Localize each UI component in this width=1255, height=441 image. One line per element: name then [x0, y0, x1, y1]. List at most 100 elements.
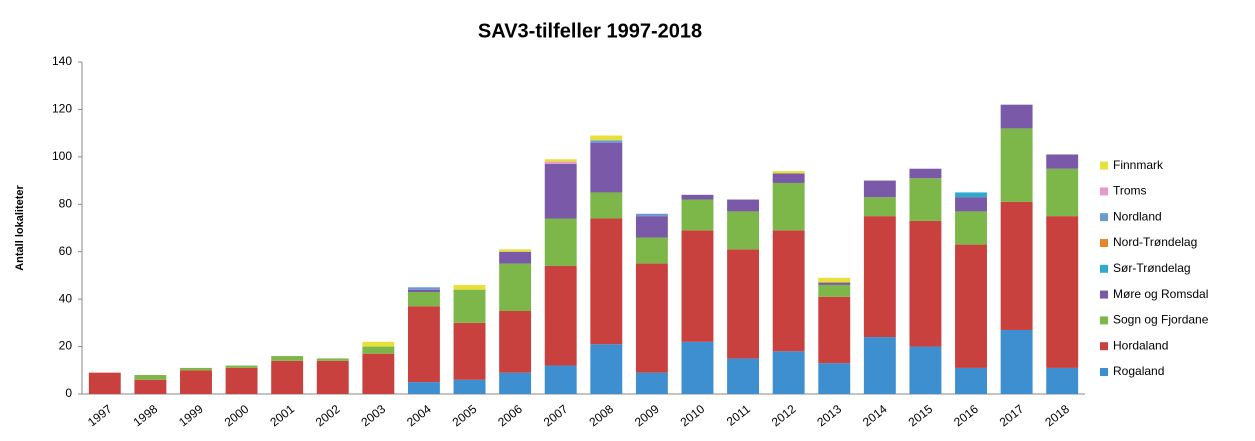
y-tick-label: 0: [65, 386, 72, 400]
bar-segment: [499, 251, 532, 264]
y-tick-label: 20: [59, 339, 73, 353]
bar-segment: [544, 161, 577, 164]
bar-segment: [818, 282, 851, 285]
bar-segment: [772, 351, 805, 394]
bar-segment: [955, 244, 987, 368]
bar-segment: [407, 287, 440, 290]
x-tick-label: 2010: [678, 402, 708, 430]
x-tick-label: 2014: [860, 402, 890, 430]
y-tick-label: 140: [52, 54, 72, 68]
bar-segment: [727, 358, 760, 394]
bar-segment: [955, 192, 987, 198]
x-tick-label: 2018: [1042, 402, 1072, 430]
y-tick-label: 60: [59, 244, 73, 258]
bar-segment: [590, 192, 623, 219]
bar-segment: [863, 337, 896, 394]
bar-segment: [134, 379, 167, 394]
bar-segment: [134, 375, 167, 380]
bar-segment: [316, 358, 349, 361]
bar-segment: [453, 284, 486, 290]
bar-segment: [681, 341, 714, 394]
y-tick-label: 80: [59, 196, 73, 210]
bar-segment: [1000, 104, 1033, 129]
bar-segment: [499, 311, 532, 373]
bar-segment: [590, 344, 623, 394]
x-tick-label: 2007: [541, 402, 571, 430]
legend-label: Troms: [1113, 184, 1147, 198]
x-tick-label: 2016: [951, 402, 981, 430]
bar-segment: [590, 142, 623, 193]
x-tick-label: 1997: [85, 402, 115, 430]
bar-segment: [909, 168, 942, 179]
bar-segment: [453, 322, 486, 380]
legend-label: Sør-Trøndelag: [1113, 261, 1191, 275]
bar-segment: [1000, 128, 1033, 202]
x-tick-label: 2002: [313, 402, 343, 430]
legend-swatch: [1100, 161, 1108, 170]
bar-segment: [863, 216, 896, 338]
bar-segment: [681, 194, 714, 200]
legend-swatch: [1100, 187, 1108, 196]
bar-segment: [544, 159, 577, 162]
legend-swatch: [1100, 290, 1108, 299]
legend-swatch: [1100, 342, 1108, 351]
bar-segment: [362, 353, 395, 394]
bar-segment: [362, 341, 395, 347]
bar-segment: [635, 263, 668, 373]
bar-segment: [544, 365, 577, 394]
x-tick-label: 1999: [176, 402, 206, 430]
bar-segment: [635, 372, 668, 394]
bar-segment: [1046, 154, 1079, 169]
y-tick-label: 100: [52, 149, 72, 163]
bar-segment: [180, 370, 212, 394]
bar-segment: [863, 197, 896, 217]
x-tick-label: 2011: [724, 402, 753, 429]
legend-label: Finnmark: [1113, 158, 1164, 172]
legend-swatch: [1100, 368, 1108, 376]
bar-segment: [271, 356, 304, 361]
bar-segment: [316, 360, 349, 394]
bar-segment: [590, 218, 623, 345]
bar-segment: [453, 289, 486, 323]
bar-segment: [955, 197, 987, 212]
bar-segment: [727, 211, 760, 250]
bar-segment: [863, 180, 896, 198]
x-tick-label: 2013: [814, 402, 844, 430]
y-tick-label: 40: [59, 291, 73, 305]
bar-segment: [180, 367, 212, 371]
legend-swatch: [1100, 316, 1108, 325]
bar-segment: [955, 367, 987, 394]
x-tick-label: 2004: [404, 402, 434, 430]
x-tick-label: 2012: [769, 402, 799, 430]
legend-label: Møre og Romsdal: [1113, 287, 1208, 301]
x-tick-label: 2000: [222, 402, 252, 430]
x-tick-label: 2006: [495, 402, 525, 430]
bar-segment: [818, 284, 851, 297]
bar-segment: [453, 379, 486, 394]
legend-swatch: [1100, 264, 1108, 273]
x-tick-label: 2017: [997, 402, 1027, 430]
bar-segment: [407, 306, 440, 383]
bar-segment: [635, 213, 668, 217]
bar-segment: [772, 171, 805, 174]
bar-segment: [1046, 367, 1079, 394]
chart-title: SAV3-tilfeller 1997-2018: [478, 20, 702, 42]
bar-segment: [590, 140, 623, 143]
bar-segment: [772, 173, 805, 183]
legend-label: Sogn og Fjordane: [1113, 313, 1209, 327]
bar-segment: [590, 135, 623, 141]
legend-label: Nord-Trøndelag: [1113, 235, 1197, 249]
legend-swatch: [1100, 239, 1108, 247]
bar-segment: [681, 230, 714, 342]
bar-segment: [544, 218, 577, 266]
bar-segment: [88, 372, 121, 394]
bar-segment: [407, 289, 440, 293]
bar-segment: [544, 163, 577, 219]
x-tick-label: 2015: [906, 402, 936, 430]
x-tick-label: 1998: [131, 402, 161, 430]
y-tick-label: 120: [52, 102, 72, 116]
bar-segment: [727, 199, 760, 212]
bar-segment: [499, 372, 532, 394]
bar-segment: [818, 277, 851, 283]
